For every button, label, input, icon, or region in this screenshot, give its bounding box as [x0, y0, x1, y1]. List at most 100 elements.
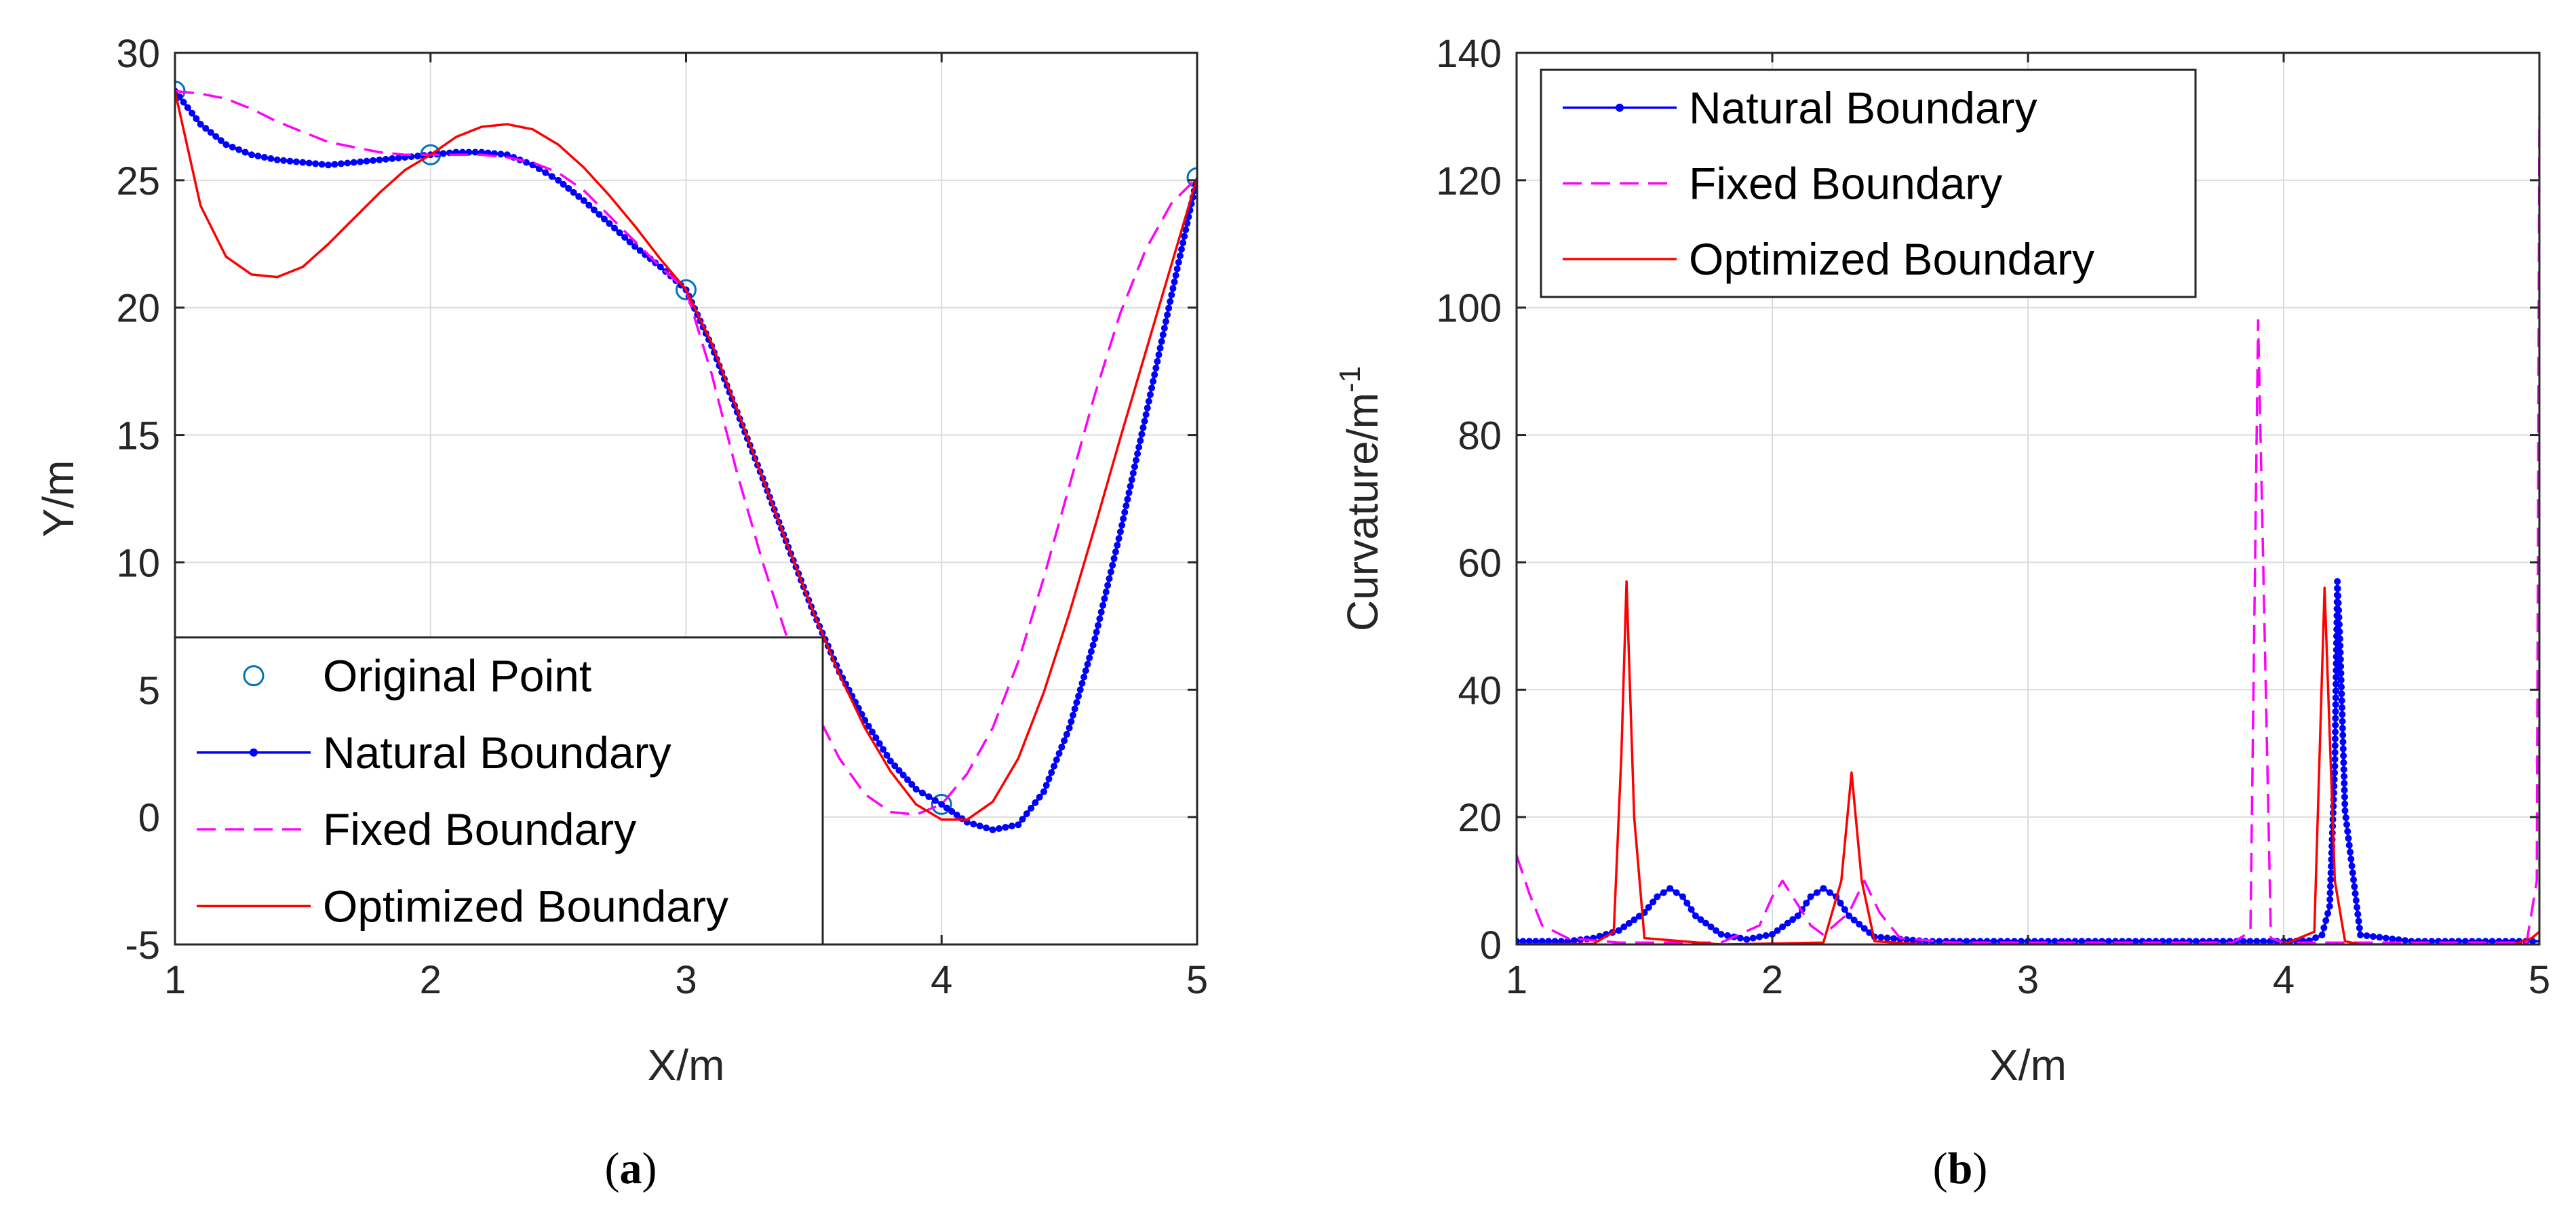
dot-marker: [1697, 916, 1704, 923]
dot-marker: [1116, 528, 1124, 536]
dot-marker: [899, 772, 907, 779]
dot-marker: [1545, 938, 1553, 944]
dot-marker: [1107, 568, 1114, 576]
dot-marker: [1032, 799, 1039, 806]
series-natural-boundary: [1517, 578, 2539, 944]
dot-marker: [2078, 938, 2086, 944]
dot-marker: [382, 155, 389, 163]
dot-marker: [193, 115, 200, 123]
dot-marker: [1096, 615, 1104, 622]
dot-marker: [1080, 673, 1088, 681]
y-tick-label: 40: [1458, 669, 1502, 713]
dot-marker: [1071, 705, 1078, 713]
dot-marker: [621, 234, 629, 241]
dot-marker: [395, 154, 402, 161]
original-point-marker: [676, 279, 697, 300]
x-tick-label: 4: [2273, 958, 2295, 1002]
dot-marker: [1019, 816, 1026, 823]
y-tick-label: 20: [116, 287, 160, 331]
original-point-marker: [931, 793, 952, 815]
dot-marker: [1101, 595, 1108, 602]
dot-marker: [2337, 642, 2344, 650]
dot-marker: [1807, 893, 1814, 900]
dot-marker: [1154, 358, 1161, 365]
dot-marker: [337, 160, 345, 167]
dot-marker: [1148, 384, 1156, 392]
dot-marker: [1127, 483, 1134, 490]
dot-marker: [2331, 749, 2339, 756]
dot-marker: [1551, 938, 1559, 944]
dot-marker: [2328, 862, 2335, 870]
dot-marker: [868, 728, 876, 736]
dot-marker: [325, 161, 332, 169]
dot-marker: [217, 137, 225, 144]
dot-marker: [2339, 725, 2346, 732]
dot-marker: [865, 722, 872, 730]
dot-marker: [904, 776, 912, 784]
legend-label: Fixed Boundary: [1689, 159, 2002, 209]
dot-marker: [2338, 704, 2345, 711]
dot-marker: [1023, 810, 1030, 818]
dot-marker: [2341, 807, 2349, 814]
dot-marker: [2363, 932, 2370, 940]
dot-marker: [1164, 311, 1171, 319]
dot-marker: [235, 146, 243, 153]
dot-marker: [1015, 821, 1022, 829]
dot-marker: [2335, 614, 2343, 621]
dot-marker: [202, 125, 210, 132]
y-tick-label: 100: [1436, 287, 1502, 331]
dot-marker: [2345, 835, 2352, 842]
dot-marker: [2332, 715, 2339, 722]
x-tick-label: 1: [164, 958, 186, 1002]
dot-marker: [2350, 876, 2358, 883]
panel-b-caption: (b): [1933, 1144, 1988, 1193]
dot-marker: [2337, 662, 2345, 670]
legend-label: Optimized Boundary: [323, 881, 728, 931]
dot-marker: [918, 789, 926, 797]
dot-marker: [600, 215, 608, 222]
dot-marker: [1884, 934, 1891, 942]
dot-marker: [2336, 635, 2343, 643]
dot-marker: [1692, 912, 1699, 919]
panel-b-x-axis-label: X/m: [1989, 1041, 2067, 1090]
dot-marker: [2337, 677, 2345, 684]
panel-b-y-axis-label: Curvature/m-1: [1333, 366, 1387, 631]
dot-marker: [1135, 443, 1143, 451]
dot-marker: [2331, 742, 2339, 749]
x-tick-label: 4: [931, 958, 952, 1002]
dot-marker: [1813, 889, 1820, 896]
dot-marker: [1673, 889, 1680, 896]
dot-marker: [2339, 732, 2347, 739]
series-line: [1517, 580, 2539, 944]
dot-marker: [2332, 694, 2339, 702]
dot-marker: [1890, 935, 1898, 942]
panel-a-x-axis-label: X/m: [648, 1041, 725, 1090]
x-tick-label: 5: [1186, 958, 1208, 1002]
dot-marker: [1756, 933, 1763, 940]
dot-marker: [1168, 291, 1175, 298]
dot-marker: [2326, 889, 2334, 896]
dot-marker: [2331, 769, 2339, 776]
dot-marker: [2376, 934, 2383, 941]
dot-marker: [616, 229, 623, 237]
dot-marker: [2240, 938, 2247, 944]
dot-marker: [1654, 893, 1661, 900]
dot-marker: [1181, 233, 1188, 240]
dot-marker: [1086, 654, 1093, 662]
dot-marker: [2461, 938, 2469, 944]
dot-marker: [1182, 226, 1190, 233]
dot-marker: [207, 129, 214, 136]
dot-marker: [1167, 298, 1174, 305]
dot-marker: [286, 157, 294, 165]
dot-marker: [2337, 656, 2344, 663]
legend-item: Optimized Boundary: [1563, 234, 2094, 284]
dot-marker: [2354, 911, 2362, 918]
original-point-marker: [1186, 167, 1197, 188]
dot-marker: [2331, 735, 2339, 742]
dot-marker: [2132, 938, 2139, 944]
dot-marker: [2327, 876, 2335, 883]
dot-marker: [2332, 728, 2339, 736]
dot-marker: [585, 201, 593, 209]
dot-marker: [1176, 252, 1184, 260]
dot-marker: [590, 206, 598, 214]
